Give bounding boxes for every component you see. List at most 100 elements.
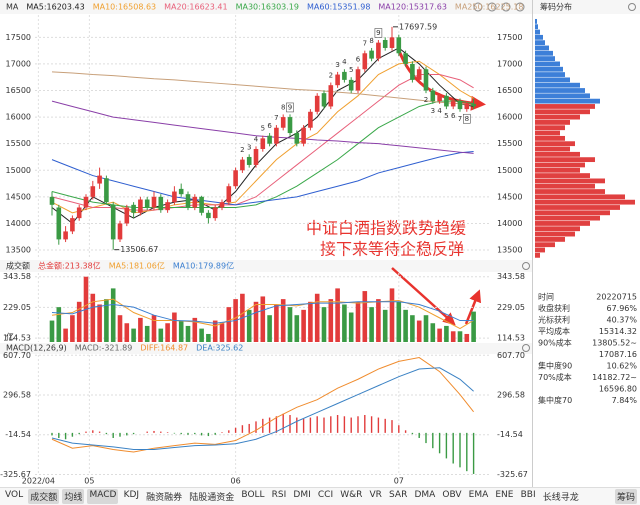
macd-bar [126, 432, 128, 436]
indicator-toolbar: VOL 成交额 均线 MACD KDJ 融资融券 陆股通资金 BOLL RSI DMI CCI W&R… [0, 487, 640, 505]
volume-bar [56, 307, 62, 342]
unit-label: 亿 [6, 332, 14, 342]
td-count: 4 [437, 107, 442, 115]
volume-bar [274, 304, 279, 342]
y-tick-label: 343.58 [3, 272, 31, 281]
legend-label: MA [6, 3, 19, 12]
zoom-out-icon[interactable] [473, 2, 483, 12]
toolbar-button[interactable]: EMA [468, 490, 489, 500]
y-tick-label: 14500 [497, 192, 522, 201]
macd-bar [302, 418, 305, 433]
macd-bar [411, 432, 414, 435]
toolbar-button[interactable]: 筹码 [614, 489, 637, 504]
y-tick-label: -14.54 [497, 430, 523, 439]
macd-bar [180, 432, 182, 435]
toolbar-button[interactable]: KDJ [123, 490, 140, 500]
toolbar-button[interactable]: BOLL [241, 490, 265, 500]
close-icon[interactable] [515, 2, 525, 12]
candle-body [287, 117, 293, 134]
volume-bar [70, 315, 75, 342]
chip-bar [535, 221, 590, 226]
candle-body [280, 117, 286, 128]
y-tick-label: 296.58 [497, 391, 525, 400]
y-tick-label: 16000 [497, 113, 522, 122]
toolbar-button[interactable]: W&R [340, 490, 363, 500]
legend-label: DEA:325.62 [196, 344, 243, 353]
chip-bar [535, 226, 580, 232]
macd-bar [160, 431, 162, 433]
toolbar-button[interactable]: DMA [414, 490, 436, 500]
chip-bar [535, 98, 600, 104]
volume-bar [335, 288, 340, 342]
stat-value: 13805.52~ [592, 339, 637, 348]
settings-icon[interactable] [522, 344, 530, 352]
y-tick-label: 296.58 [3, 391, 31, 400]
chip-bar [535, 50, 553, 56]
y-tick-label: -325.67 [0, 470, 31, 479]
header-bar [0, 343, 532, 354]
chip-bar [535, 29, 540, 35]
candle-body [464, 103, 470, 110]
legend-label: 成交额 [6, 261, 30, 271]
toolbar-button[interactable]: 成交额 [28, 489, 60, 504]
x-tick-label: 07 [394, 477, 404, 486]
td-count: 5 [261, 125, 265, 133]
toolbar-button[interactable]: 融资融券 [146, 493, 183, 503]
stat-label: 平均成本 [538, 326, 570, 336]
y-tick-label: 15000 [497, 166, 522, 175]
macd-bar [343, 416, 346, 433]
chip-bar [535, 194, 625, 200]
settings-icon[interactable] [522, 262, 530, 270]
toolbar-button[interactable]: SAR [389, 490, 408, 500]
legend-label: MA10:179.89亿 [173, 261, 234, 271]
toolbar-button[interactable]: 均线 [62, 489, 85, 504]
chip-bar [535, 104, 595, 109]
chip-bar [535, 34, 543, 40]
macd-bar [370, 416, 373, 433]
x-tick-label: 05 [84, 477, 94, 486]
macd-bar [51, 432, 53, 436]
toolbar-button[interactable]: MACD [87, 489, 119, 504]
candle-body [63, 231, 68, 240]
toolbar-button[interactable]: 长线寻龙 [542, 493, 579, 503]
macd-bar [214, 432, 216, 435]
low-label: 13506.67 [120, 245, 158, 254]
chip-bar [535, 157, 595, 163]
macd-bar [166, 432, 169, 433]
toolbar-button[interactable]: VOL [5, 490, 24, 500]
chip-bar [535, 151, 580, 157]
td-count: 2 [424, 96, 428, 104]
macd-bar [194, 432, 196, 435]
toolbar-button[interactable]: BBI [520, 490, 536, 500]
macd-bar [323, 417, 325, 433]
stat-label: 70%成本 [538, 372, 572, 382]
macd-bar [316, 416, 318, 433]
candle-body [76, 207, 82, 219]
stat-label: 时间 [538, 292, 554, 302]
td-count: 3 [247, 143, 251, 151]
macd-bar [336, 415, 339, 433]
chip-bar [535, 183, 595, 189]
toolbar-button[interactable]: OBV [442, 490, 462, 500]
volume-bar [253, 301, 259, 342]
toolbar-button[interactable]: VR [369, 490, 382, 500]
volume-bar [396, 301, 402, 342]
volume-bar [410, 315, 415, 342]
toolbar-button[interactable]: DMI [293, 490, 311, 500]
candle-body [90, 186, 96, 197]
zoom-in-icon[interactable] [487, 2, 497, 12]
toolbar-button[interactable]: 陆股通资金 [189, 493, 235, 503]
td-count: 7 [363, 40, 367, 48]
chip-bar [535, 40, 545, 46]
y-tick-label: 13500 [497, 246, 522, 255]
settings-icon[interactable] [501, 2, 511, 12]
td-count: 3 [335, 61, 339, 69]
chip-bar [535, 189, 605, 194]
settings-icon[interactable] [628, 3, 636, 11]
toolbar-button[interactable]: RSI [271, 490, 287, 500]
stat-value: 16596.80 [599, 385, 637, 394]
candle-body [110, 204, 116, 240]
volume-bar [226, 307, 232, 342]
toolbar-button[interactable]: ENE [495, 490, 514, 500]
toolbar-button[interactable]: CCI [317, 490, 334, 500]
